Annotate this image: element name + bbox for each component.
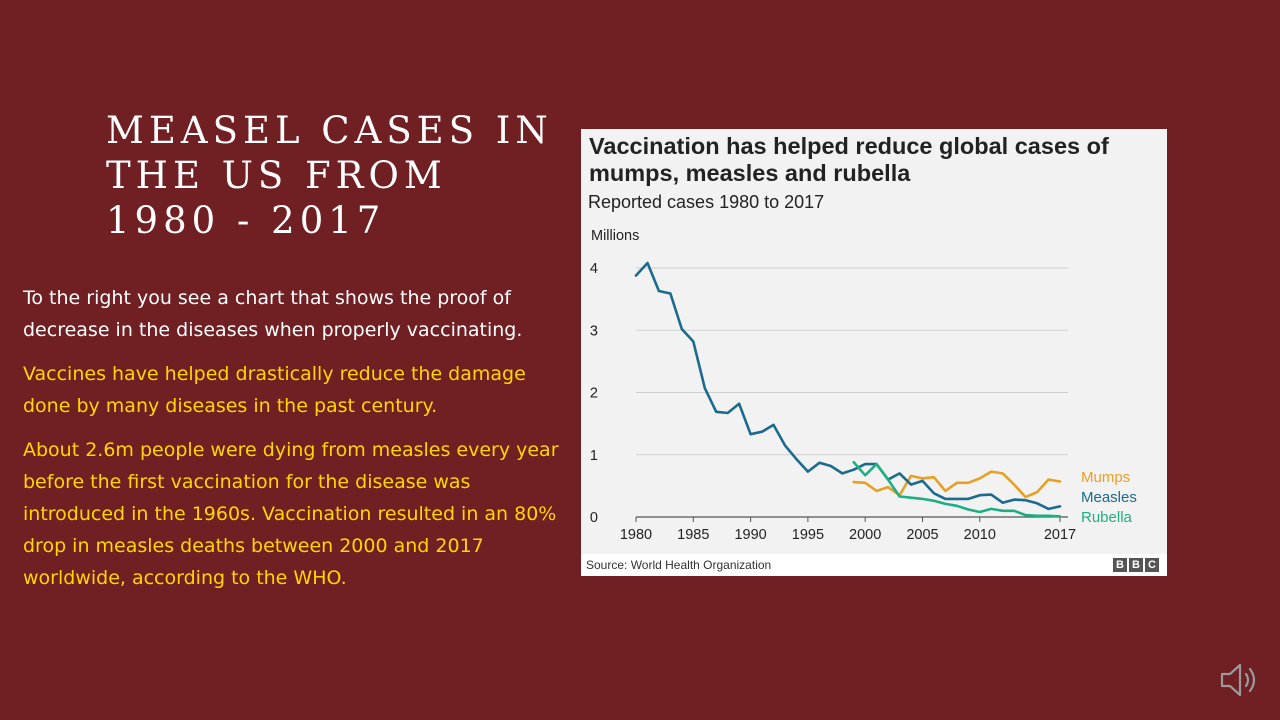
x-tick-label: 1980 <box>620 527 652 543</box>
slide-body: To the right you see a chart that shows … <box>23 282 568 606</box>
speaker-icon[interactable] <box>1218 660 1268 700</box>
y-tick-label: 4 <box>590 261 598 277</box>
paragraph-measles-deaths: About 2.6m people were dying from measle… <box>23 439 559 589</box>
x-tick-label: 2010 <box>964 527 996 543</box>
paragraph-intro: To the right you see a chart that shows … <box>23 287 523 341</box>
x-tick-label: 2017 <box>1044 527 1076 543</box>
line-chart: 0 1 2 3 4 1980 1985 1990 1995 2000 2005 2010 2017 Mum… <box>590 261 1137 543</box>
chart-source: Source: World Health Organization <box>586 558 772 572</box>
y-axis-label: Millions <box>591 228 640 244</box>
chart-panel: Vaccination has helped reduce global cas… <box>581 129 1167 576</box>
x-tick-label: 2000 <box>849 527 881 543</box>
bbc-logo-letter: B <box>1129 558 1143 572</box>
chart-title: Vaccination has helped reduce global cas… <box>589 133 1109 186</box>
series-line-rubella <box>852 460 1062 518</box>
slide-title: MEASEL CASES IN THE US FROM 1980 - 2017 <box>106 109 553 242</box>
legend-label-mumps: Mumps <box>1081 469 1130 486</box>
chart-footer: Source: World Health Organization B B C <box>581 554 1167 576</box>
bbc-logo-letter: B <box>1113 558 1127 572</box>
chart-subtitle: Reported cases 1980 to 2017 <box>588 192 825 212</box>
x-tick-label: 1995 <box>792 527 824 543</box>
series-line-measles <box>634 261 1062 511</box>
x-tick-label: 1990 <box>734 527 766 543</box>
paragraph-vaccines: Vaccines have helped drastically reduce … <box>23 363 526 417</box>
series-line-mumps <box>852 470 1062 499</box>
y-tick-label: 2 <box>590 386 598 402</box>
legend-label-rubella: Rubella <box>1081 509 1133 526</box>
x-tick-label: 1985 <box>677 527 709 543</box>
y-tick-label: 0 <box>590 510 598 526</box>
y-tick-label: 3 <box>590 323 598 339</box>
y-tick-label: 1 <box>590 448 598 464</box>
x-tick-label: 2005 <box>906 527 938 543</box>
bbc-logo: B B C <box>1113 558 1159 572</box>
bbc-logo-letter: C <box>1145 558 1159 572</box>
legend-label-measles: Measles <box>1081 489 1137 506</box>
